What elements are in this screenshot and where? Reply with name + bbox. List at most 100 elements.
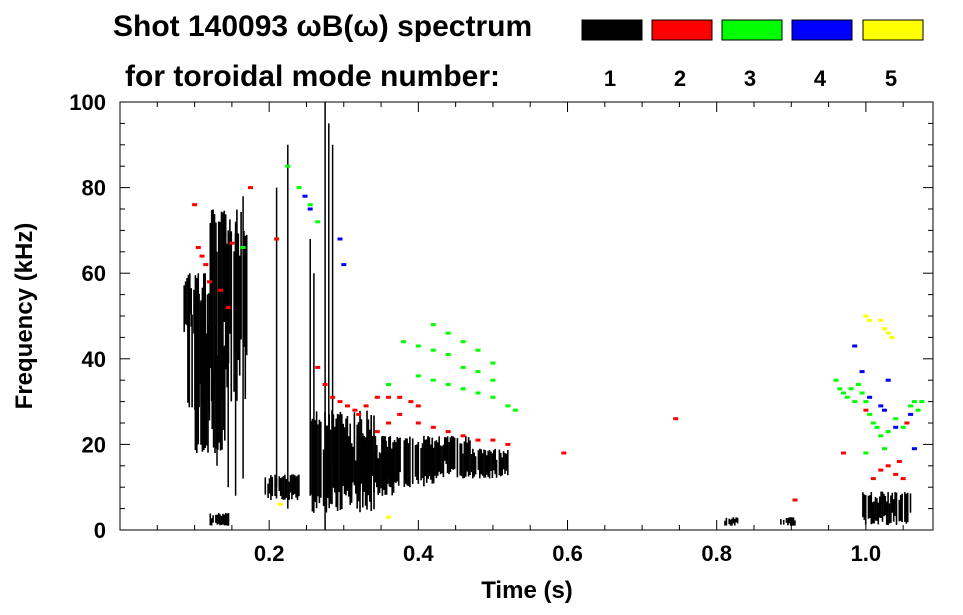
spectrum-point <box>475 370 481 374</box>
spectrum-streak <box>383 436 386 481</box>
spectrum-point <box>919 400 925 404</box>
legend-label-n4: 4 <box>814 66 827 91</box>
spectrum-streak <box>205 333 208 446</box>
spectrum-streak <box>219 514 221 526</box>
spectrum-streak <box>352 446 354 483</box>
spectrum-streak <box>459 443 461 476</box>
spectrum-streak <box>890 495 892 523</box>
spectrum-streak <box>219 221 221 391</box>
spectrum-streak <box>428 437 431 477</box>
spectrum-point <box>386 515 391 519</box>
spectrum-streak <box>486 455 488 475</box>
spectrum-point <box>867 412 873 416</box>
spectrum-streak <box>435 440 438 479</box>
spectrum-streak <box>473 452 475 477</box>
spectrum-streak <box>364 437 367 491</box>
spectrum-streak <box>322 449 325 507</box>
spectrum-point <box>330 395 336 399</box>
spectrum-point <box>908 412 914 416</box>
spectrum-streak <box>871 502 874 524</box>
spectrum-streak <box>788 517 791 524</box>
spectrum-streak <box>224 214 227 370</box>
x-tick-label: 0.4 <box>403 541 434 566</box>
spectrum-streak <box>215 222 217 382</box>
series-n3 <box>240 164 925 455</box>
legend-swatch-n4 <box>791 19 853 41</box>
spectrum-point <box>837 387 843 391</box>
spectrum-streak <box>329 429 332 504</box>
spectrum-streak <box>216 514 219 525</box>
spectrum-streak <box>469 440 471 475</box>
spectrum-point <box>911 447 917 451</box>
spectrum-streak <box>491 453 494 478</box>
legend-label-n5: 5 <box>885 66 897 91</box>
spectrum-streak <box>348 443 350 479</box>
spectrum-streak <box>901 493 903 522</box>
spectrum-streak <box>481 453 484 476</box>
spectrum-point <box>445 331 451 335</box>
spectrum-streak <box>222 212 224 400</box>
spectrum-point <box>277 502 283 506</box>
spectrum-streak <box>275 478 278 499</box>
spectrum-streak <box>376 445 378 488</box>
spectrum-streak <box>448 442 450 475</box>
spectrum-streak <box>883 493 885 517</box>
spectrum-streak <box>456 438 459 478</box>
spectrum-point <box>490 378 496 382</box>
legend-swatch-n3 <box>721 19 783 41</box>
spectrum-point <box>841 391 846 395</box>
spectrum-streak <box>377 458 379 495</box>
spectrum-streak <box>787 518 789 526</box>
spectrum-streak <box>295 476 297 498</box>
spectrum-streak <box>397 438 400 486</box>
spectrum-point <box>867 395 873 399</box>
spectrum-streak <box>431 438 433 478</box>
plot-frame <box>119 101 934 531</box>
spectrum-streak <box>500 452 502 477</box>
spectrum-streak <box>380 453 382 489</box>
spectrum-streak <box>217 221 220 402</box>
spectrum-streak <box>729 519 732 526</box>
spectrum-streak <box>342 423 344 486</box>
spectrum-streak <box>318 419 321 504</box>
spectrum-streak <box>862 492 864 518</box>
spectrum-streak <box>888 503 891 524</box>
spectrum-streak <box>345 436 347 491</box>
spectrum-point <box>885 430 891 434</box>
spectrum-point <box>386 383 391 386</box>
spectrum-streak <box>425 441 428 475</box>
spectrum-point <box>908 404 914 408</box>
spectrum-point <box>863 400 869 404</box>
spectrum-streak <box>870 492 873 525</box>
spectrum-point <box>490 438 496 442</box>
spectrum-point <box>302 194 308 198</box>
spectrum-point <box>199 254 205 258</box>
spectrum-streak <box>356 436 358 495</box>
spectrum-streak <box>371 436 374 476</box>
spectrum-streak <box>385 440 387 481</box>
spectrum-point <box>374 430 380 434</box>
spectrum-streak <box>238 255 241 376</box>
spectrum-point <box>844 395 850 399</box>
spectrum-point <box>505 404 511 408</box>
spectrum-streak <box>393 440 396 483</box>
spectrum-streak <box>350 443 353 496</box>
spectrum-point <box>893 417 899 421</box>
spectrum-point <box>878 318 884 322</box>
spectrum-point <box>285 164 291 168</box>
spectrum-point <box>415 344 421 348</box>
spectrum-streak <box>792 517 795 526</box>
spectrum-point <box>878 468 884 472</box>
spectrum-streak <box>487 450 489 477</box>
spectrum-streak <box>325 425 328 513</box>
spectrum-point <box>408 400 414 404</box>
spectrum-streak <box>226 513 228 526</box>
spectrum-streak <box>224 345 226 441</box>
spectrum-streak <box>289 475 292 493</box>
spectrum-point <box>882 327 887 331</box>
y-tick-label: 0 <box>94 518 106 543</box>
spectrum-point <box>900 477 906 481</box>
spectrum-point <box>859 391 865 395</box>
spectrum-streak <box>460 443 463 477</box>
spectrum-point <box>337 400 343 404</box>
